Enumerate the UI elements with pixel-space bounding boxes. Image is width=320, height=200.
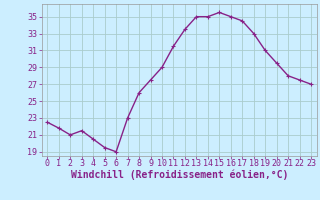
X-axis label: Windchill (Refroidissement éolien,°C): Windchill (Refroidissement éolien,°C) — [70, 169, 288, 180]
